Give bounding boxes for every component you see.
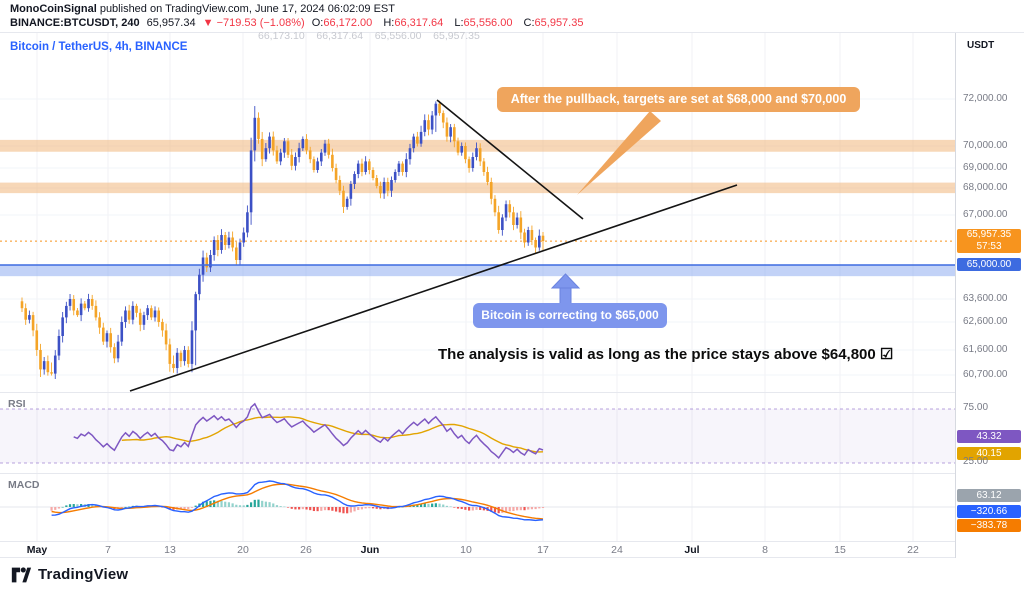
ohlc-high: H:66,317.64 [383,17,444,29]
price-axis-label: 62,600.00 [963,316,1008,327]
time-axis-label: May [26,544,48,556]
time-axis-label: 17 [537,544,549,556]
symbol-row: BINANCE:BTCUSDT, 240 65,957.34 ▼ −719.53… [10,17,591,29]
rsi-axis-label: 75.00 [963,402,989,413]
macd-label: MACD [8,479,40,491]
time-axis-label: 24 [611,544,623,556]
time-axis-label: 8 [762,544,768,556]
price-axis-label: 72,000.00 [963,93,1008,104]
trendlines-and-levels[interactable] [0,99,955,392]
time-axis-label: 22 [907,544,919,556]
price-axis-label: 67,000.00 [963,209,1008,220]
axis-currency-label: USDT [967,40,995,51]
targets-callout[interactable]: After the pullback, targets are set at $… [497,87,860,112]
ohlc-low: L:65,556.00 [454,17,513,29]
rsi-panel[interactable]: RSI [0,392,955,473]
time-axis-label: 13 [164,544,176,556]
price-axis-label: 68,000.00 [963,182,1008,193]
rsi-label: RSI [8,398,26,410]
author-name: MonoCoinSignal [10,3,97,15]
candlesticks [20,100,545,380]
header-last-price: 65,957.34 [146,17,196,29]
price-axis-label: 60,700.00 [963,369,1008,380]
price-axis[interactable]: USDT 65,957.35 57:53 65,000.00 43.32 40.… [955,33,1024,558]
price-axis-label: 61,600.00 [963,344,1008,355]
price-axis-label: 70,000.00 [963,140,1008,151]
ohlc-close: C:65,957.35 [523,17,584,29]
tradingview-brand[interactable]: TradingView [38,566,129,583]
time-axis-label: 26 [300,544,312,556]
main-chart-pane[interactable]: Bitcoin / TetherUS, 4h, BINANCE 66,173.1… [0,30,955,392]
support-level-badge: 65,000.00 [957,258,1021,271]
time-axis-label: 20 [237,544,249,556]
tradingview-logo-icon[interactable] [10,564,32,586]
chart-header: MonoCoinSignal published on TradingView.… [0,0,1024,33]
correction-callout[interactable]: Bitcoin is correcting to $65,000 [473,303,667,328]
macd-plot [0,474,955,541]
publish-details: published on TradingView.com, June 17, 2… [96,3,395,15]
bar-countdown: 57:53 [976,241,1002,253]
rsi-value-badge: 43.32 [957,430,1021,444]
time-axis-label: 10 [460,544,472,556]
rsi-plot [0,393,955,473]
validity-note[interactable]: The analysis is valid as long as the pri… [438,346,894,363]
rsi-axis-label: 25.00 [963,456,989,467]
time-axis-label: 7 [105,544,111,556]
last-price-badge: 65,957.35 57:53 [957,229,1021,254]
chart-legend[interactable]: Bitcoin / TetherUS, 4h, BINANCE [10,41,188,53]
last-price-value: 65,957.35 [966,229,1012,241]
macd-signal-badge: −383.78 [957,519,1021,532]
supply-demand-zones[interactable] [0,139,955,277]
macd-value-badge: −320.66 [957,505,1021,518]
price-change: ▼ −719.53 (−1.08%) [202,17,305,29]
macd-panel[interactable]: MACD [0,473,955,541]
footer: TradingView [0,559,1024,590]
publish-info: MonoCoinSignal published on TradingView.… [10,3,395,15]
macd-hist-badge: 63.12 [957,489,1021,502]
time-axis-label: 15 [834,544,846,556]
price-axis-label: 63,600.00 [963,293,1008,304]
time-axis[interactable]: May 7 13 20 26 Jun 10 17 24 Jul 8 15 22 [0,541,955,558]
ohlc-open: O:66,172.00 [311,17,373,29]
price-axis-label: 69,000.00 [963,162,1008,173]
rsi-ma-value-badge: 40.15 [957,446,1021,460]
symbol-info: BINANCE:BTCUSDT, 240 [10,17,140,29]
ghost-ohlc-values: 66,173.10 66,317.64 65,556.00 65,957.35 [258,30,480,42]
time-axis-label: Jul [684,544,700,556]
targets-arrow[interactable] [577,111,661,195]
time-axis-label: Jun [360,544,380,556]
